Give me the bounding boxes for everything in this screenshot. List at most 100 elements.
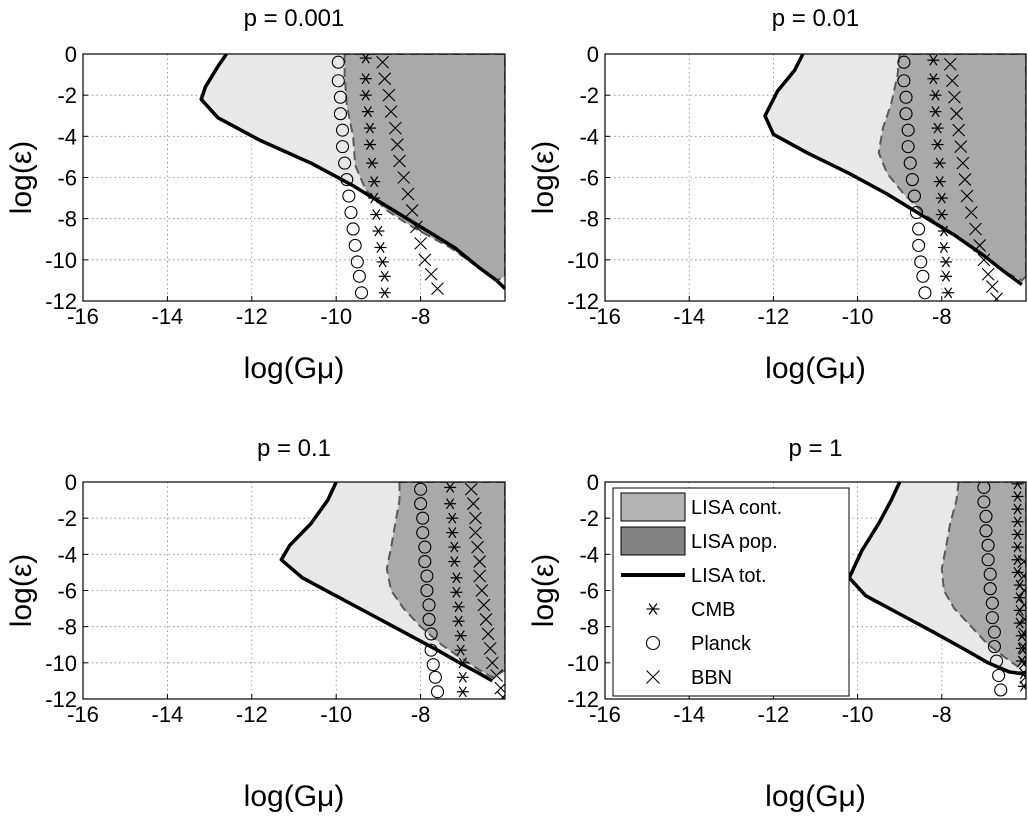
x-axis-label: log(Gμ) [765, 780, 866, 813]
bbn-marker [466, 497, 480, 511]
planck-marker [994, 683, 1008, 697]
planck-marker [414, 497, 428, 511]
planck-marker [424, 643, 438, 657]
bbn-marker [1018, 641, 1026, 655]
planck-marker [416, 511, 430, 525]
bbn-marker [956, 156, 970, 170]
cmb-marker [446, 512, 459, 524]
lisa-tot-line [763, 54, 1023, 286]
x-tick-label: -14 [152, 304, 184, 329]
cmb-marker [450, 586, 463, 598]
x-tick-label: -8 [932, 304, 952, 329]
planck-marker [352, 269, 366, 283]
planck-marker [354, 286, 369, 300]
planck-marker [987, 625, 1001, 639]
cmb-marker [456, 686, 469, 698]
y-tick-label: 0 [587, 42, 599, 67]
y-tick-label: 0 [587, 470, 599, 495]
cmb-marker [452, 615, 465, 627]
planck-marker [335, 140, 350, 154]
cmb-marker [940, 256, 953, 268]
bbn-marker [1017, 555, 1026, 568]
cmb-marker [359, 73, 372, 85]
y-tick-label: -6 [579, 166, 599, 191]
cmb-markers [359, 54, 391, 299]
bbn-marker [496, 690, 505, 699]
x-ticks: -16 -14 -12 -10 -8 [589, 296, 952, 329]
cmb-marker [940, 270, 953, 282]
y-tick-label: -2 [57, 506, 77, 531]
legend-label: Planck [691, 633, 752, 655]
legend-entry: Planck [645, 633, 752, 655]
bbn-marker [414, 236, 427, 250]
bbn-marker [464, 482, 478, 496]
planck-marker [331, 74, 345, 88]
planck-marker [418, 540, 432, 554]
cmb-marker [454, 644, 467, 656]
bbn-marker [958, 173, 972, 186]
cmb-marker [929, 106, 942, 118]
y-tick-label: -8 [579, 207, 599, 232]
cmb-marker [454, 630, 467, 642]
cmb-marker [450, 572, 463, 584]
y-tick-label: -10 [45, 248, 77, 273]
x-tick-label: -16 [67, 304, 99, 329]
y-axis-label: log(ε) [5, 554, 38, 627]
planck-marker [346, 222, 360, 236]
chart-title: p = 0.01 [772, 5, 859, 32]
legend-entry: LISA pop. [620, 526, 778, 556]
x-tick-label: -14 [152, 702, 184, 727]
legend-label: CMB [691, 599, 735, 621]
legend-marker [645, 635, 661, 651]
planck-marker [348, 238, 362, 252]
bbn-marker [397, 171, 411, 184]
x-tick-label: -10 [842, 304, 874, 329]
planck-marker [420, 583, 434, 598]
legend-entry: LISA tot. [621, 565, 767, 587]
y-tick-label: -8 [57, 207, 77, 232]
bbn-marker [391, 138, 404, 151]
bbn-marker [483, 641, 497, 655]
legend-label: BBN [691, 667, 732, 689]
bbn-marker [977, 253, 991, 267]
bbn-marker [382, 88, 396, 102]
planck-marker [916, 269, 930, 283]
y-tick-label: -12 [45, 687, 77, 712]
chart-title: p = 1 [788, 435, 842, 462]
planck-marker [422, 612, 436, 626]
cmb-marker [372, 225, 385, 237]
cmb-marker [363, 139, 376, 151]
bbn-marker [481, 627, 495, 641]
bbn-marker [384, 105, 398, 119]
cmb-marker [378, 287, 391, 299]
cmb-markers [927, 54, 955, 299]
cmb-marker [1017, 680, 1026, 692]
x-tick-label: -8 [411, 304, 431, 329]
bbn-marker [479, 613, 493, 626]
bbn-marker [469, 526, 482, 540]
cmb-marker [366, 157, 379, 169]
planck-marker [912, 222, 926, 236]
bbn-marker [969, 222, 982, 236]
cmb-marker [1013, 617, 1026, 629]
cmb-marker [368, 192, 381, 204]
series-layer [763, 54, 1026, 301]
bbn-marker [431, 282, 444, 296]
planck-marker [897, 74, 911, 88]
planck-marker [903, 156, 917, 170]
planck-marker [992, 668, 1006, 683]
cmb-marker [448, 541, 461, 553]
y-tick-label: -6 [57, 579, 77, 604]
planck-markers [414, 482, 445, 699]
legend-label: LISA cont. [691, 497, 782, 519]
planck-markers [331, 55, 369, 300]
planck-marker [333, 90, 347, 104]
bbn-marker [954, 140, 968, 154]
bbn-marker [1018, 627, 1026, 641]
cmb-marker [1011, 566, 1024, 578]
bbn-marker [378, 72, 392, 86]
y-axis-label: log(ε) [527, 554, 560, 627]
x-tick-label: -10 [320, 304, 352, 329]
planck-marker [918, 286, 932, 300]
bbn-marker [490, 669, 503, 682]
